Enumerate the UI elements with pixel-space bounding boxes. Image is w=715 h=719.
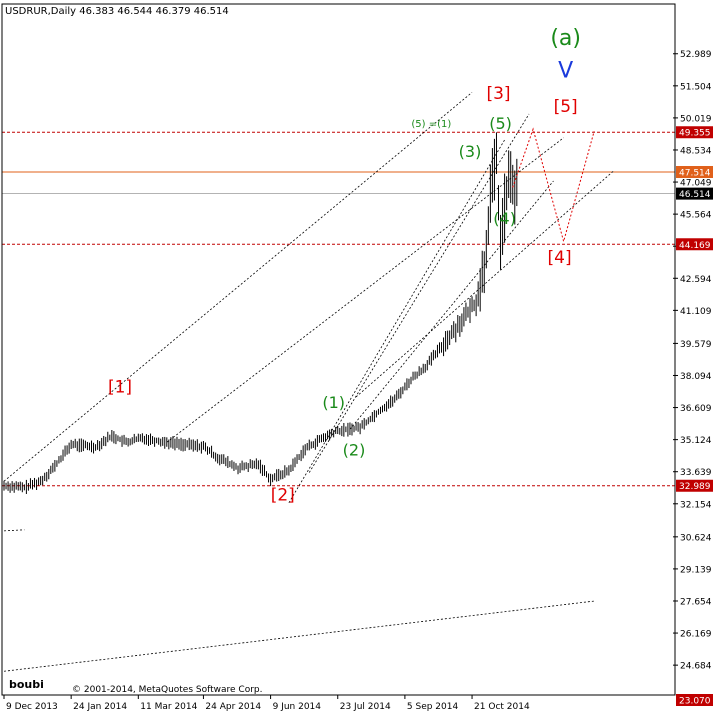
plot-frame xyxy=(1,3,676,696)
trend-line xyxy=(3,600,595,672)
trend-line xyxy=(349,180,554,430)
y-tick-label: 41.109 xyxy=(680,307,712,317)
trend-line xyxy=(355,169,615,398)
price-badge xyxy=(676,694,713,706)
trend-line xyxy=(3,529,25,532)
price-badge xyxy=(676,187,713,200)
y-tick-label: 35.124 xyxy=(680,436,712,446)
y-tick-label: 48.534 xyxy=(680,146,712,156)
price-badge-label: 46.514 xyxy=(679,190,711,200)
y-tick-label: 27.654 xyxy=(680,597,712,607)
wave-label: (2) xyxy=(343,440,366,459)
y-tick-label: 32.154 xyxy=(680,500,712,510)
y-tick-label: 47.049 xyxy=(680,179,712,189)
x-tick-label: 23 Jul 2014 xyxy=(340,702,391,712)
x-tick-label: 21 Oct 2014 xyxy=(474,702,530,712)
trend-line xyxy=(3,92,473,482)
price-badge xyxy=(676,479,713,492)
y-tick-label: 51.504 xyxy=(680,82,712,92)
y-tick-label: 50.019 xyxy=(680,114,712,124)
y-tick-label: 42.594 xyxy=(680,275,712,285)
y-tick-label: 30.624 xyxy=(680,533,712,543)
y-tick-label: 26.169 xyxy=(680,630,712,640)
y-tick-label: 33.639 xyxy=(680,468,712,478)
y-tick-label: 52.989 xyxy=(680,50,712,60)
x-tick-label: 9 Jun 2014 xyxy=(273,702,322,712)
wave-label: [4] xyxy=(548,248,572,268)
wave-label: (5) xyxy=(489,114,512,133)
wave-label: (3) xyxy=(459,142,482,161)
x-tick-label: 24 Jan 2014 xyxy=(73,702,127,712)
wave-label: (1) xyxy=(322,393,345,412)
user-watermark: boubi xyxy=(9,678,44,691)
y-tick-label: 38.094 xyxy=(680,372,712,382)
wave-label: [2] xyxy=(271,486,295,506)
price-badge-label: 49.355 xyxy=(679,129,711,139)
wave-label: (a) xyxy=(550,26,581,51)
x-tick-label: 9 Dec 2013 xyxy=(6,702,58,712)
wave-label: (4) xyxy=(493,209,516,228)
y-tick-label: 39.579 xyxy=(680,340,712,350)
price-badge-label: 23.070 xyxy=(679,697,711,707)
y-tick-label: 45.564 xyxy=(680,211,712,221)
price-badge-label: 44.169 xyxy=(679,241,711,251)
price-badge xyxy=(676,166,713,179)
y-tick-label: 24.684 xyxy=(680,662,712,672)
x-tick-label: 11 Mar 2014 xyxy=(140,702,197,712)
copyright-note: © 2001-2014, MetaQuotes Software Corp. xyxy=(72,685,263,695)
price-badge xyxy=(676,238,713,251)
wave-label: [5] xyxy=(554,97,578,117)
wave-label: (5) =(1) xyxy=(411,119,451,130)
wave-label: V xyxy=(558,58,573,83)
chart-header: USDRUR,Daily 46.383 46.544 46.379 46.514 xyxy=(5,6,229,17)
y-tick-label: 36.609 xyxy=(680,404,712,414)
wave-label: [1] xyxy=(108,378,132,398)
price-badge-label: 32.989 xyxy=(679,482,711,492)
x-tick-label: 24 Apr 2014 xyxy=(205,702,261,712)
x-tick-label: 5 Sep 2014 xyxy=(407,702,459,712)
trend-line xyxy=(166,137,564,443)
price-badge xyxy=(676,126,713,139)
wave-label: [3] xyxy=(486,84,510,104)
price-badge-label: 47.514 xyxy=(679,169,711,179)
y-tick-label: 29.139 xyxy=(680,565,712,575)
